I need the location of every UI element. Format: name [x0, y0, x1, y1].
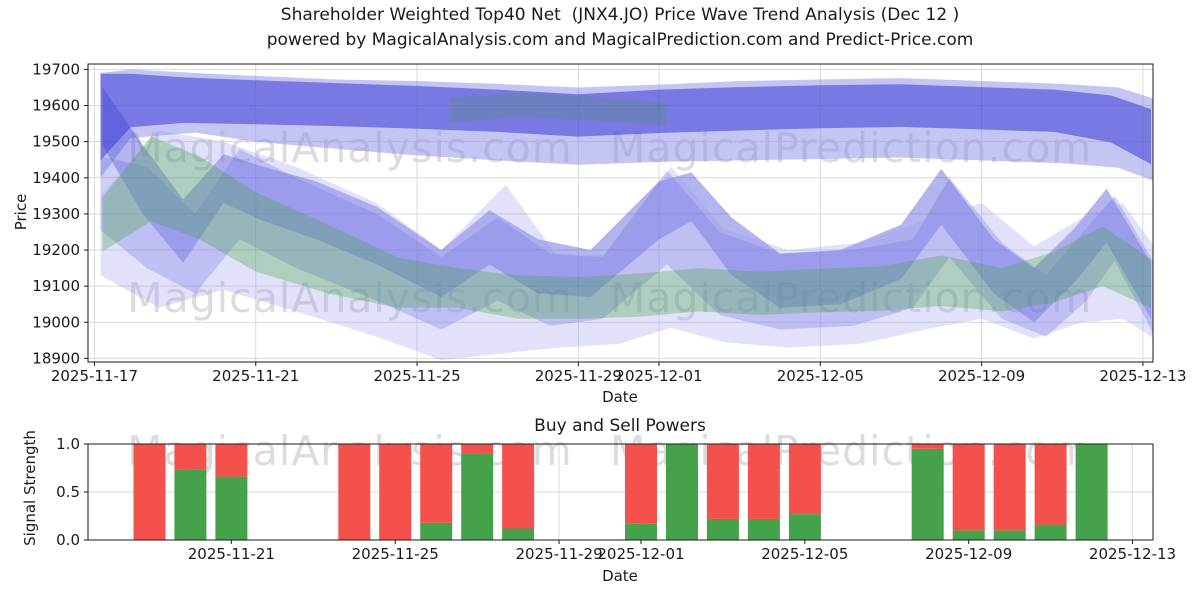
- x-tick-label: 2025-12-09: [925, 545, 1012, 563]
- x-tick-label: 2025-12-01: [597, 545, 684, 563]
- figure-title: Shareholder Weighted Top40 Net (JNX4.JO)…: [280, 5, 960, 25]
- sell-bar: [911, 444, 944, 449]
- wave-band-outer-light-lower: [100, 130, 1153, 361]
- x-tick-label: 2025-12-01: [615, 367, 702, 385]
- buy-bar: [215, 476, 248, 540]
- signal-bars: [133, 444, 1108, 540]
- sell-bar: [133, 444, 166, 540]
- x-tick-label: 2025-12-09: [938, 367, 1025, 385]
- y-tick-label: 19100: [32, 277, 80, 295]
- buy-bar: [1034, 524, 1067, 540]
- sell-bar: [1034, 444, 1067, 525]
- x-tick-label: 2025-11-25: [352, 545, 439, 563]
- sell-bar: [174, 444, 207, 470]
- figure-subtitle: powered by MagicalAnalysis.com and Magic…: [266, 30, 974, 50]
- buy-bar: [502, 528, 535, 540]
- buy-bar: [666, 444, 698, 540]
- buy-bar: [952, 530, 985, 540]
- buy-bar: [174, 469, 207, 540]
- x-tick-label: 2025-12-13: [1099, 367, 1186, 385]
- sell-bar: [952, 444, 985, 531]
- buy-bar: [420, 522, 453, 540]
- y-tick-label: 19600: [32, 97, 80, 115]
- x-tick-label: 2025-11-29: [535, 367, 622, 385]
- y-tick-label: 0.0: [56, 531, 80, 549]
- wave-band-mid-main: [102, 87, 1151, 323]
- date-axis-label-bottom: Date: [602, 567, 638, 585]
- signal-axis-label: Signal Strength: [21, 430, 39, 546]
- grid-buy-sell-powers: [88, 443, 1153, 541]
- x-tick-label: 2025-11-21: [212, 367, 299, 385]
- y-tick-label: 18900: [32, 349, 80, 367]
- buy-bar: [747, 518, 780, 540]
- ticks-price-wave-trend: 2025-11-17 2025-11-21 2025-11-25 2025-11-29…: [32, 60, 1186, 385]
- y-tick-label: 1.0: [56, 435, 80, 453]
- x-tick-label: 2025-11-21: [188, 545, 275, 563]
- buy-bar: [1075, 444, 1108, 540]
- price-wave-bands: [100, 69, 1153, 361]
- y-tick-label: 19500: [32, 133, 80, 151]
- sell-bar: [502, 444, 535, 529]
- x-tick-label: 2025-12-05: [777, 367, 864, 385]
- y-tick-label: 0.5: [56, 483, 80, 501]
- date-axis-label-top: Date: [602, 388, 638, 406]
- x-tick-label: 2025-12-05: [761, 545, 848, 563]
- buy-bar: [788, 514, 821, 540]
- sell-bar: [420, 444, 453, 523]
- y-tick-label: 19000: [32, 313, 80, 331]
- x-tick-label: 2025-11-17: [51, 367, 138, 385]
- sell-bar: [215, 444, 248, 477]
- sell-bar: [788, 444, 821, 515]
- x-tick-label: 2025-11-25: [373, 367, 460, 385]
- sell-bar: [747, 444, 780, 519]
- sell-bar: [338, 444, 371, 540]
- wave-band-mid-secondary: [100, 148, 1153, 337]
- axes-frame-price-wave-trend: [87, 63, 1154, 363]
- x-tick-label: 2025-12-13: [1089, 545, 1176, 563]
- sell-bar: [379, 444, 412, 540]
- buy-bar: [911, 448, 944, 540]
- y-tick-label: 19200: [32, 241, 80, 259]
- signal-chart-title: Buy and Sell Powers: [534, 416, 706, 436]
- y-tick-label: 19700: [32, 60, 80, 78]
- x-tick-label: 2025-11-29: [515, 545, 602, 563]
- buy-bar: [706, 518, 739, 540]
- y-tick-label: 19400: [32, 169, 80, 187]
- sell-bar: [993, 444, 1026, 531]
- buy-bar: [625, 523, 657, 540]
- buy-bar: [461, 453, 494, 540]
- wave-band-green-wave: [102, 136, 1151, 319]
- sell-bar: [461, 444, 494, 454]
- price-axis-label: Price: [12, 193, 30, 231]
- wave-band-green-sliver-upper: [449, 93, 668, 126]
- sell-bar: [625, 444, 657, 524]
- wave-band-upper-dark: [100, 73, 1151, 165]
- buy-bar: [993, 530, 1026, 540]
- ticks-buy-sell-powers: 2025-11-21 2025-11-25 2025-11-292025-12-01…: [56, 435, 1176, 563]
- y-tick-label: 19300: [32, 205, 80, 223]
- sell-bar: [706, 444, 739, 519]
